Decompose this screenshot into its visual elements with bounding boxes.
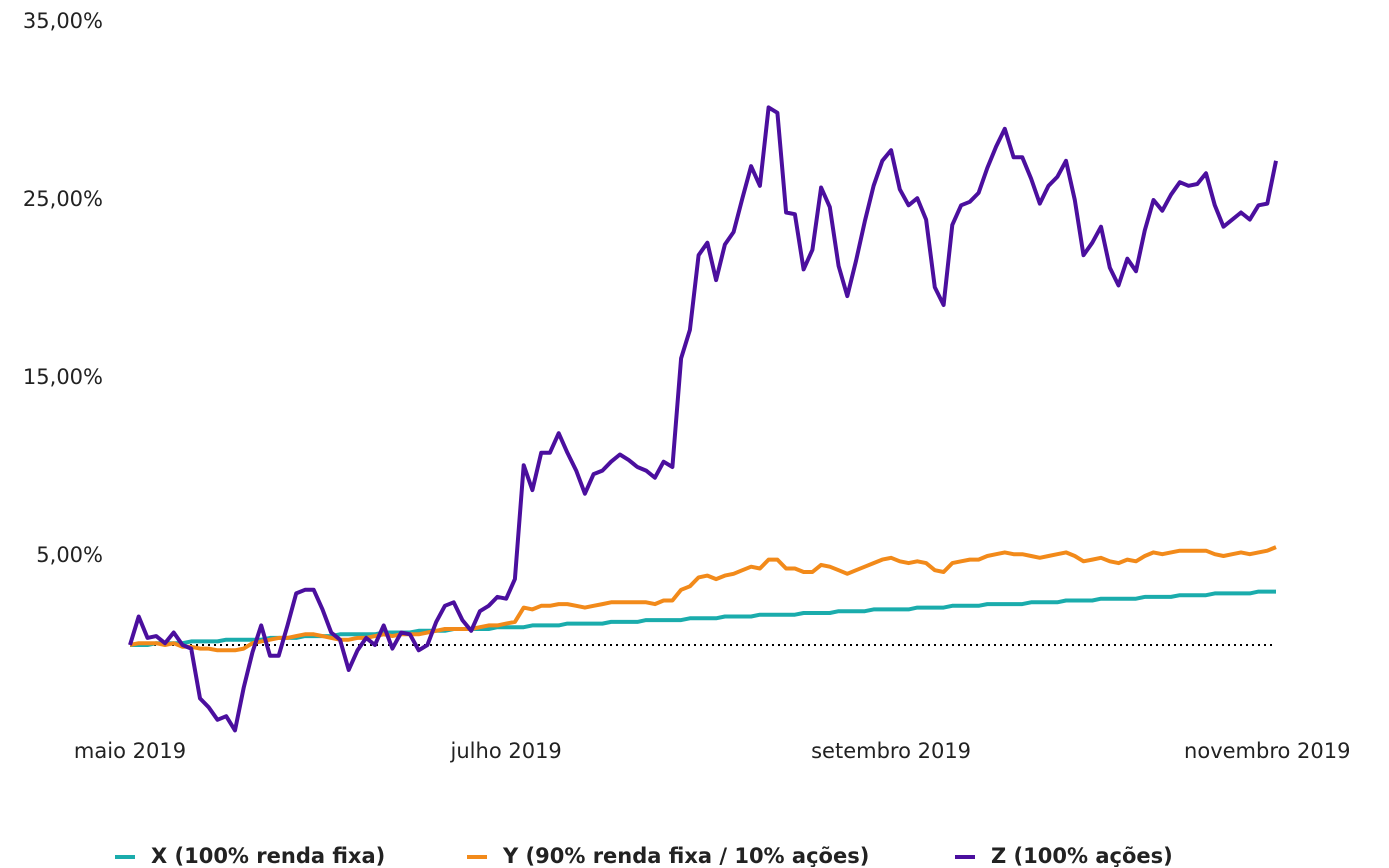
series-line bbox=[129, 545, 1277, 653]
legend-label: X (100% renda fixa) bbox=[151, 844, 385, 868]
y-tick-label: 25,00% bbox=[23, 187, 103, 211]
x-tick-label: maio 2019 bbox=[74, 739, 186, 763]
series-line bbox=[130, 589, 1276, 647]
y-tick-label: 5,00% bbox=[36, 543, 103, 567]
legend-label: Z (100% ações) bbox=[991, 844, 1173, 868]
x-tick-label: julho 2019 bbox=[450, 739, 562, 763]
legend-label: Y (90% renda fixa / 10% ações) bbox=[502, 844, 869, 868]
x-tick-label: setembro 2019 bbox=[811, 739, 971, 763]
y-tick-label: 35,00% bbox=[23, 9, 103, 33]
x-tick-label: novembro 2019 bbox=[1184, 739, 1350, 763]
series-line bbox=[128, 105, 1278, 733]
y-tick-label: 15,00% bbox=[23, 365, 103, 389]
